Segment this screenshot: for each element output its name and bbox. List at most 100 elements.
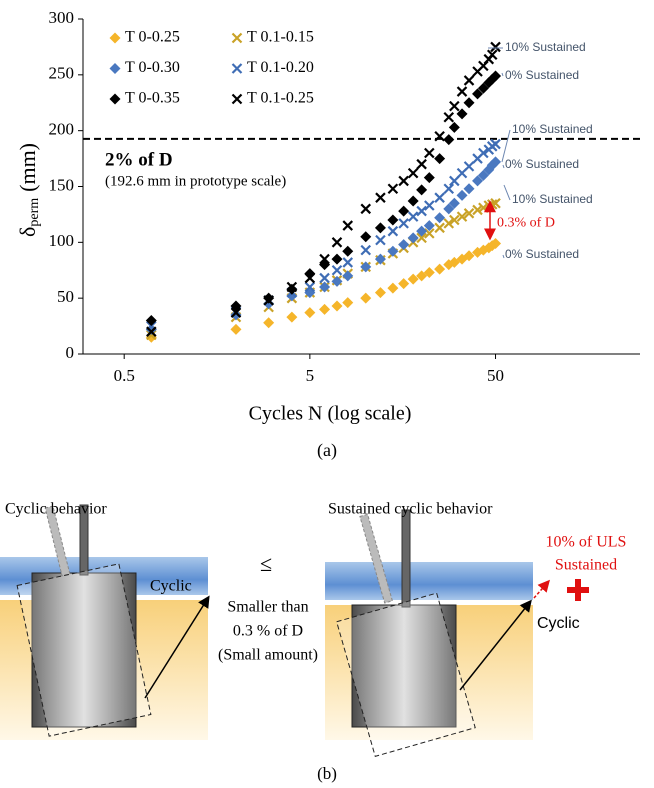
marker (233, 64, 242, 73)
caption-b: (b) (317, 764, 337, 783)
threshold-note: (192.6 mm in prototype scale) (105, 173, 286, 189)
marker (360, 293, 371, 304)
y-tick-label: 50 (57, 287, 74, 306)
legend-label: T 0.1-0.20 (247, 59, 314, 76)
marker (343, 258, 352, 267)
marker (435, 223, 444, 232)
marker (146, 315, 157, 326)
legend-label: T 0-0.35 (125, 90, 180, 107)
marker (409, 169, 418, 178)
marker (233, 34, 242, 43)
annotation-label: 0% Sustained (505, 247, 579, 261)
marker (434, 153, 445, 164)
marker (399, 219, 408, 228)
marker (409, 212, 418, 221)
legend-label: T 0.1-0.15 (247, 29, 314, 46)
legend-label: T 0-0.30 (125, 59, 180, 76)
legend-item: T 0.1-0.25 (233, 90, 314, 107)
y-axis-label: δperm (mm) (15, 143, 42, 237)
annotation-arrow (502, 73, 503, 76)
marker (444, 184, 453, 193)
marker (375, 287, 386, 298)
marker (343, 221, 352, 230)
legend-item: T 0.1-0.15 (233, 29, 314, 46)
gap-label: 0.3% of D (497, 216, 555, 231)
marker (408, 196, 419, 207)
marker (376, 193, 385, 202)
relation-text: Smaller than (227, 599, 308, 616)
marker (417, 207, 426, 216)
marker (443, 134, 454, 145)
marker (387, 246, 398, 257)
marker (263, 317, 274, 328)
plus-icon (567, 579, 589, 601)
marker (450, 176, 459, 185)
y-tick-label: 150 (49, 175, 75, 194)
series (147, 199, 500, 340)
marker (417, 160, 426, 169)
marker (425, 149, 434, 158)
marker (416, 184, 427, 195)
left-load: Cyclic (150, 578, 192, 595)
marker (464, 97, 475, 108)
marker (110, 63, 121, 74)
y-label-subscript: perm (27, 198, 42, 227)
figure: δperm (mm) Cycles N (log scale) (a) Cycli… (0, 0, 654, 788)
caption-a: (a) (317, 440, 337, 461)
annotation-arrow (503, 255, 504, 258)
marker (110, 33, 121, 44)
marker (375, 222, 386, 233)
marker (230, 324, 241, 335)
marker (110, 94, 121, 105)
marker (304, 307, 315, 318)
marker (465, 76, 474, 85)
marker (388, 184, 397, 193)
y-label-symbol: δ (15, 227, 40, 237)
relation: ≤ (260, 551, 272, 576)
marker (435, 193, 444, 202)
y-tick-label: 300 (49, 8, 75, 27)
y-tick-label: 100 (49, 231, 75, 250)
annotation-label: 0% Sustained (505, 68, 579, 82)
marker (320, 274, 329, 283)
marker (331, 300, 342, 311)
marker (450, 102, 459, 111)
sustained-label: Sustained (555, 557, 617, 574)
marker (342, 297, 353, 308)
relation-text: (Small amount) (218, 647, 318, 664)
legend-item: T 0-0.35 (110, 90, 180, 107)
threshold-label: 2% of D (105, 149, 173, 170)
marker (387, 283, 398, 294)
right-title: Sustained cyclic behavior (328, 501, 493, 518)
x-axis-label: Cycles N (log scale) (249, 403, 412, 425)
marker (331, 254, 342, 265)
pile-head (402, 510, 410, 607)
marker (361, 246, 370, 255)
marker (342, 246, 353, 257)
marker (332, 238, 341, 247)
marker (444, 113, 453, 122)
marker (388, 227, 397, 236)
annotation-label: 10% Sustained (512, 122, 593, 136)
marker (376, 236, 385, 245)
legend-item: T 0-0.30 (110, 59, 180, 76)
left-title: Cyclic behavior (5, 501, 107, 518)
y-label-unit: (mm) (15, 143, 40, 192)
load-band (325, 562, 533, 600)
relation-text: 0.3 % of D (233, 623, 303, 640)
marker (233, 95, 242, 104)
marker (319, 259, 330, 270)
marker (491, 140, 500, 149)
annotation-label: 10% Sustained (505, 40, 586, 54)
x-tick-label: 0.5 (114, 366, 135, 385)
y-tick-label: 0 (66, 343, 75, 362)
series (147, 140, 500, 331)
marker (425, 201, 434, 210)
annotation-label: 10% Sustained (512, 192, 593, 206)
marker (332, 266, 341, 275)
x-tick-label: 5 (306, 366, 315, 385)
marker (465, 162, 474, 171)
marker (387, 215, 398, 226)
marker (398, 278, 409, 289)
marker (434, 264, 445, 275)
